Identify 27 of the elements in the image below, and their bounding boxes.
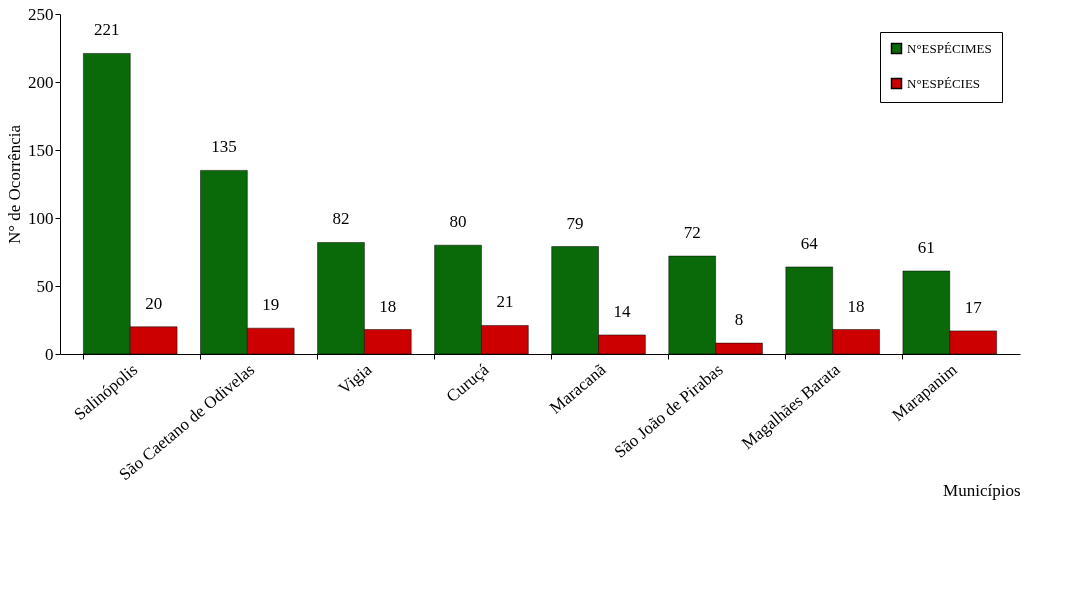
data-label: 18 xyxy=(379,296,397,316)
y-tick-label: 250 xyxy=(28,4,54,24)
data-label: 19 xyxy=(262,295,280,315)
y-tick-label: 200 xyxy=(28,72,54,92)
data-label: 17 xyxy=(964,297,983,317)
data-label: 18 xyxy=(847,296,865,316)
legend-label: N°ESPÉCIES xyxy=(907,75,981,91)
data-label: 79 xyxy=(566,213,584,233)
x-tick-label: Vigia xyxy=(334,359,376,399)
data-label: 8 xyxy=(734,310,744,330)
y-tick-label: 50 xyxy=(36,276,54,296)
y-tick-label: 100 xyxy=(28,208,54,228)
data-label: 135 xyxy=(211,137,237,157)
x-axis-title: Municípios xyxy=(943,481,1021,501)
legend-label: N°ESPÉCIMES xyxy=(907,40,992,56)
data-label: 61 xyxy=(917,238,935,258)
data-label: 14 xyxy=(613,301,631,321)
data-label: 72 xyxy=(683,223,701,243)
data-label: 64 xyxy=(800,233,819,253)
data-label: 82 xyxy=(332,209,350,229)
data-label: 20 xyxy=(145,293,163,313)
y-tick-label: 150 xyxy=(28,140,54,160)
data-label: 80 xyxy=(449,212,467,232)
data-label: 21 xyxy=(496,292,514,312)
data-label: 221 xyxy=(94,20,120,40)
y-axis-title: N° de Ocorrência xyxy=(5,124,24,245)
y-tick-label: 0 xyxy=(45,344,54,364)
